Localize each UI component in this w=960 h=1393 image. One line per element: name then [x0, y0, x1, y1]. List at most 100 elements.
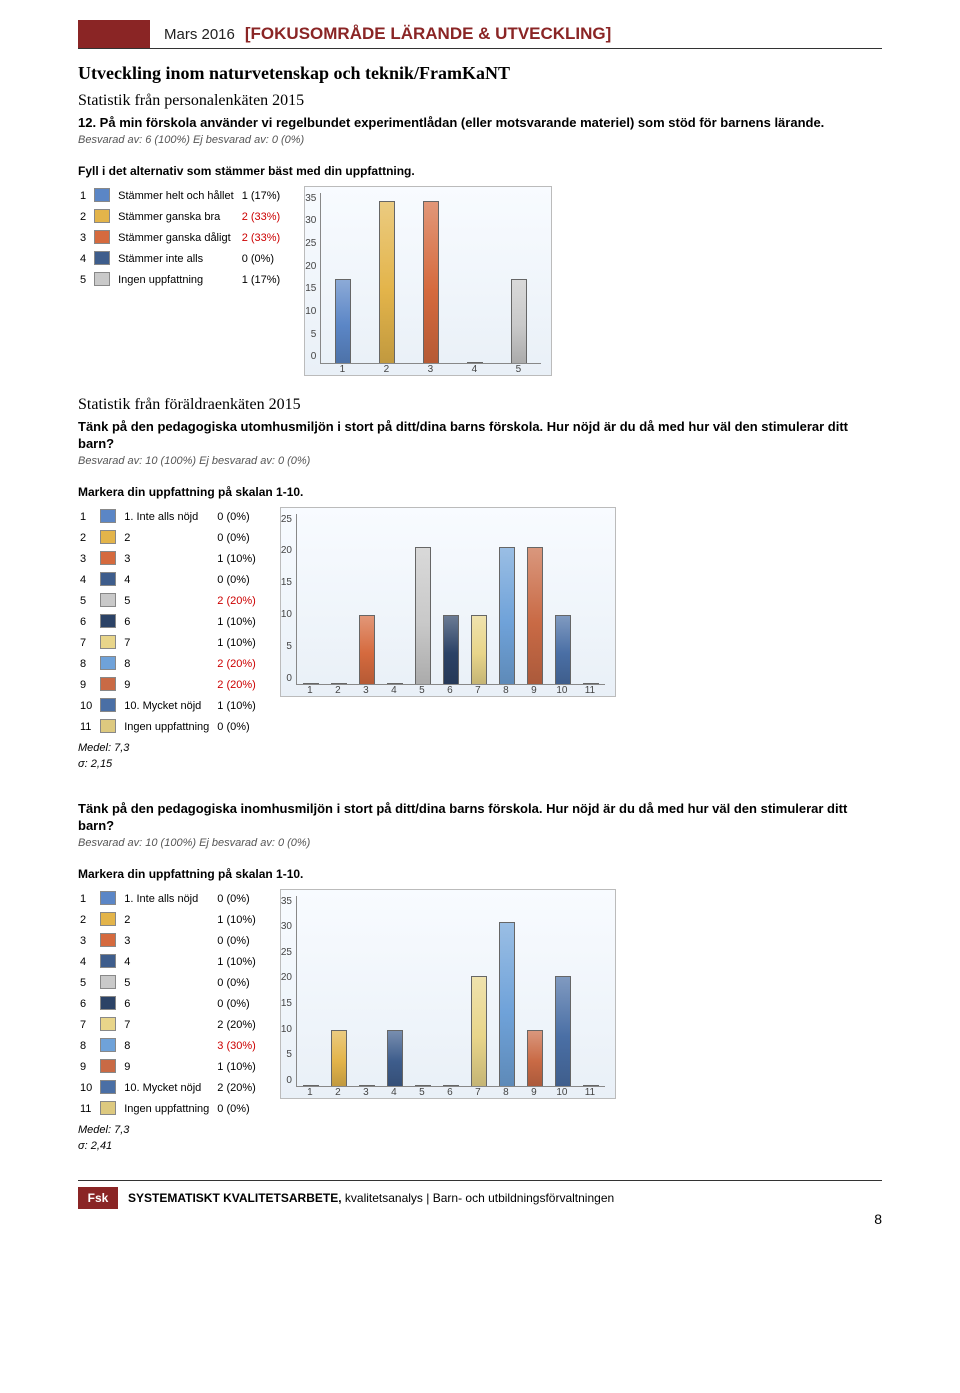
legend-swatch	[92, 207, 116, 228]
legend-swatch	[98, 591, 122, 612]
legend-row: 552 (20%)	[78, 591, 262, 612]
chart-box: 3530252015105012345	[304, 186, 552, 376]
legend-num: 2	[78, 528, 98, 549]
legend-value: 2 (20%)	[215, 675, 262, 696]
legend-row: 1010. Mycket nöjd1 (10%)	[78, 696, 262, 717]
bar	[467, 362, 483, 363]
y-tick: 20	[281, 545, 292, 556]
y-tick: 30	[305, 215, 316, 226]
legend-value: 0 (0%)	[215, 994, 262, 1015]
legend-table: 11. Inte alls nöjd0 (0%)221 (10%)330 (0%…	[78, 889, 262, 1120]
legend-label: 5	[122, 591, 215, 612]
y-tick: 35	[281, 896, 292, 907]
bar	[415, 547, 431, 684]
bar	[379, 201, 395, 362]
bar	[527, 1030, 543, 1085]
legend-swatch	[98, 1099, 122, 1120]
legend-num: 7	[78, 633, 98, 654]
legend-value: 1 (17%)	[240, 186, 287, 207]
legend-label: 2	[122, 528, 215, 549]
legend-swatch	[98, 1036, 122, 1057]
legend-num: 10	[78, 696, 98, 717]
x-tick: 9	[520, 685, 548, 696]
legend-label: 9	[122, 1057, 215, 1078]
legend-value: 0 (0%)	[215, 717, 262, 738]
y-tick: 0	[286, 673, 292, 684]
x-tick: 9	[520, 1087, 548, 1098]
y-tick: 5	[286, 641, 292, 652]
legend-label: 4	[122, 952, 215, 973]
legend-swatch	[98, 570, 122, 591]
legend-num: 11	[78, 717, 98, 738]
legend-swatch	[98, 994, 122, 1015]
bar	[331, 683, 347, 684]
legend-swatch	[98, 973, 122, 994]
header-title: [FOKUSOMRÅDE LÄRANDE & UTVECKLING]	[245, 24, 611, 44]
legend-num: 1	[78, 889, 98, 910]
legend-row: 992 (20%)	[78, 675, 262, 696]
legend-swatch	[98, 696, 122, 717]
bar	[471, 615, 487, 684]
legend-label: 8	[122, 654, 215, 675]
legend-value: 3 (30%)	[215, 1036, 262, 1057]
legend-value: 2 (20%)	[215, 1015, 262, 1036]
q2-legend: 11. Inte alls nöjd0 (0%)220 (0%)331 (10%…	[78, 507, 262, 770]
section1-legend: 1Stämmer helt och hållet1 (17%)2Stämmer …	[78, 186, 286, 291]
legend-row: 4Stämmer inte alls0 (0%)	[78, 249, 286, 270]
legend-label: 2	[122, 910, 215, 931]
legend-num: 2	[78, 207, 92, 228]
legend-value: 1 (10%)	[215, 612, 262, 633]
legend-value: 2 (20%)	[215, 654, 262, 675]
legend-label: 1. Inte alls nöjd	[122, 889, 215, 910]
legend-label: Stämmer inte alls	[116, 249, 240, 270]
x-tick: 4	[380, 685, 408, 696]
legend-num: 4	[78, 249, 92, 270]
legend-label: 6	[122, 994, 215, 1015]
plot-area	[296, 896, 605, 1087]
x-tick: 1	[320, 364, 364, 375]
bar	[359, 1085, 375, 1086]
legend-row: 2Stämmer ganska bra2 (33%)	[78, 207, 286, 228]
legend-value: 0 (0%)	[215, 528, 262, 549]
y-tick: 5	[311, 329, 317, 340]
footer-badge: Fsk	[78, 1187, 118, 1209]
bar	[415, 1085, 431, 1086]
bar	[331, 1030, 347, 1085]
legend-row: 11Ingen uppfattning0 (0%)	[78, 1099, 262, 1120]
x-axis: 12345	[320, 364, 541, 375]
legend-num: 10	[78, 1078, 98, 1099]
section1-chart: 3530252015105012345	[304, 186, 552, 376]
legend-swatch	[98, 507, 122, 528]
section1-question: 12. På min förskola använder vi regelbun…	[78, 114, 882, 132]
legend-value: 1 (10%)	[215, 1057, 262, 1078]
x-tick: 3	[408, 364, 452, 375]
y-tick: 30	[281, 921, 292, 932]
bar	[511, 279, 527, 363]
x-tick: 5	[496, 364, 540, 375]
legend-label: Ingen uppfattning	[122, 1099, 215, 1120]
legend-value: 1 (10%)	[215, 696, 262, 717]
q3-legend: 11. Inte alls nöjd0 (0%)221 (10%)330 (0%…	[78, 889, 262, 1152]
legend-row: 11Ingen uppfattning0 (0%)	[78, 717, 262, 738]
bar	[471, 976, 487, 1086]
legend-row: 331 (10%)	[78, 549, 262, 570]
sigma-label: σ:	[78, 758, 88, 770]
header-title-inner: FOKUSOMRÅDE LÄRANDE & UTVECKLING	[251, 24, 606, 43]
bar	[387, 1030, 403, 1085]
legend-label: 7	[122, 1015, 215, 1036]
legend-value: 1 (10%)	[215, 633, 262, 654]
x-axis: 1234567891011	[296, 1087, 605, 1098]
y-tick: 0	[311, 351, 317, 362]
bar	[583, 683, 599, 684]
bar	[499, 547, 515, 684]
legend-swatch	[98, 952, 122, 973]
legend-row: 550 (0%)	[78, 973, 262, 994]
legend-num: 4	[78, 952, 98, 973]
x-tick: 11	[576, 685, 604, 696]
legend-value: 2 (33%)	[240, 207, 287, 228]
x-tick: 5	[408, 1087, 436, 1098]
legend-row: 1Stämmer helt och hållet1 (17%)	[78, 186, 286, 207]
q2-question: Tänk på den pedagogiska utomhusmiljön i …	[78, 418, 882, 453]
legend-num: 9	[78, 1057, 98, 1078]
legend-row: 771 (10%)	[78, 633, 262, 654]
